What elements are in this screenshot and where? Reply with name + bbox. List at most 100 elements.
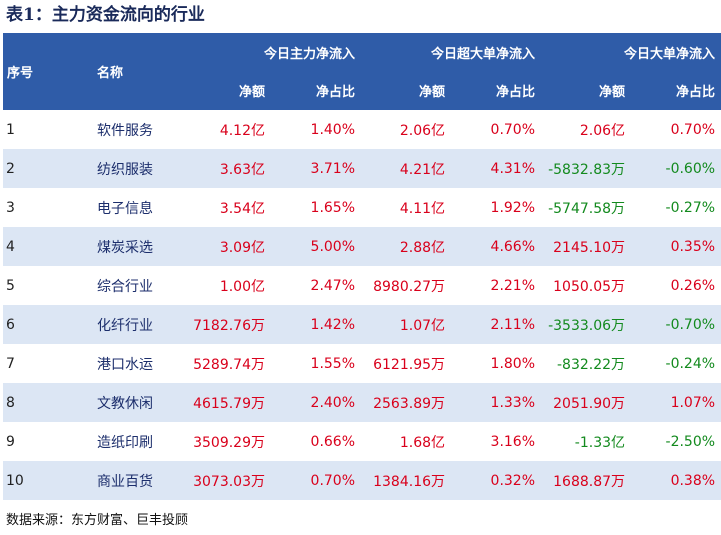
fund-flow-table: 序号 名称 今日主力净流入 今日超大单净流入 今日大单净流入 净额 净占比 净额… bbox=[3, 33, 721, 500]
table-row: 10 商业百货 3073.03万 0.70% 1384.16万 0.32% 1688.87万… bbox=[3, 461, 721, 500]
table-row: 7 港口水运 5289.74万 1.55% 6121.95万 1.80% -832.22万 -… bbox=[3, 344, 721, 383]
super-net-ratio-cell: 4.31% bbox=[451, 149, 542, 188]
large-net-amount-cell: 2145.10万 bbox=[541, 227, 632, 266]
header-name: 名称 bbox=[79, 33, 179, 110]
industry-name-cell: 煤炭采选 bbox=[79, 227, 179, 266]
main-net-amount-cell: 4615.79万 bbox=[179, 383, 271, 422]
super-net-amount-cell: 2.06亿 bbox=[399, 122, 446, 139]
row-index-cell: 5 bbox=[6, 277, 15, 294]
row-index-cell: 4 bbox=[3, 227, 79, 266]
industry-name-cell: 电子信息 bbox=[97, 200, 153, 217]
header-large-net-ratio: 净占比 bbox=[631, 71, 721, 110]
table-row: 2 纺织服装 3.63亿 3.71% 4.21亿 4.31% -5832.83万 -0.60% bbox=[3, 149, 721, 188]
super-net-amount-cell: 8980.27万 bbox=[373, 278, 446, 295]
large-net-ratio-cell: 0.35% bbox=[631, 227, 721, 266]
main-net-amount-cell: 7182.76万 bbox=[179, 305, 271, 344]
large-net-amount-cell: -832.22万 bbox=[556, 356, 626, 373]
large-net-amount-cell: -5832.83万 bbox=[541, 149, 632, 188]
large-net-ratio-cell: -0.24% bbox=[665, 355, 716, 372]
row-index-cell: 3 bbox=[6, 199, 15, 216]
table-row: 3 电子信息 3.54亿 1.65% 4.11亿 1.92% -5747.58万 -0.27% bbox=[3, 188, 721, 227]
data-source-note: 数据来源：东方财富、巨丰投顾 bbox=[6, 513, 189, 528]
main-net-ratio-cell: 0.66% bbox=[310, 433, 356, 450]
table-row: 4 煤炭采选 3.09亿 5.00% 2.88亿 4.66% 2145.10万 0.35% bbox=[3, 227, 721, 266]
super-net-ratio-cell: 2.11% bbox=[451, 305, 542, 344]
large-net-ratio-cell: -2.50% bbox=[665, 433, 716, 450]
table-row: 9 造纸印刷 3509.29万 0.66% 1.68亿 3.16% -1.33亿 -2.50% bbox=[3, 422, 721, 461]
row-index-cell: 9 bbox=[6, 433, 15, 450]
row-index-cell: 7 bbox=[6, 355, 15, 372]
super-net-ratio-cell: 2.21% bbox=[490, 277, 536, 294]
industry-name-cell: 造纸印刷 bbox=[97, 434, 153, 451]
main-net-ratio-cell: 5.00% bbox=[271, 227, 362, 266]
main-net-ratio-cell: 2.47% bbox=[310, 277, 356, 294]
large-net-ratio-cell: -0.27% bbox=[665, 199, 716, 216]
super-net-ratio-cell: 3.16% bbox=[490, 433, 536, 450]
main-net-ratio-cell: 1.55% bbox=[310, 355, 356, 372]
row-index-cell: 10 bbox=[3, 461, 79, 500]
main-net-ratio-cell: 2.40% bbox=[271, 383, 362, 422]
main-net-ratio-cell: 1.42% bbox=[271, 305, 362, 344]
header-group-large: 今日大单净流入 bbox=[541, 33, 721, 71]
super-net-ratio-cell: 0.70% bbox=[490, 121, 536, 138]
header-large-net-amount: 净额 bbox=[541, 71, 632, 110]
large-net-amount-cell: 2.06亿 bbox=[579, 122, 626, 139]
super-net-amount-cell: 4.21亿 bbox=[361, 149, 452, 188]
super-net-ratio-cell: 1.80% bbox=[490, 355, 536, 372]
header-main-net-amount: 净额 bbox=[179, 71, 271, 110]
industry-name-cell: 软件服务 bbox=[97, 122, 153, 139]
large-net-ratio-cell: 1.07% bbox=[631, 383, 721, 422]
super-net-ratio-cell: 4.66% bbox=[451, 227, 542, 266]
header-super-net-amount: 净额 bbox=[361, 71, 452, 110]
row-index-cell: 1 bbox=[6, 121, 15, 138]
super-net-amount-cell: 1384.16万 bbox=[361, 461, 452, 500]
table-header: 序号 名称 今日主力净流入 今日超大单净流入 今日大单净流入 净额 净占比 净额… bbox=[3, 33, 721, 110]
super-net-ratio-cell: 0.32% bbox=[451, 461, 542, 500]
row-index-cell: 2 bbox=[3, 149, 79, 188]
table-row: 5 综合行业 1.00亿 2.47% 8980.27万 2.21% 1050.05万 0.26… bbox=[3, 266, 721, 305]
super-net-amount-cell: 2.88亿 bbox=[361, 227, 452, 266]
main-net-ratio-cell: 3.71% bbox=[271, 149, 362, 188]
large-net-ratio-cell: -0.60% bbox=[631, 149, 721, 188]
large-net-amount-cell: 1050.05万 bbox=[553, 278, 626, 295]
large-net-amount-cell: -3533.06万 bbox=[541, 305, 632, 344]
super-net-amount-cell: 6121.95万 bbox=[373, 356, 446, 373]
main-net-amount-cell: 3.54亿 bbox=[219, 200, 265, 217]
main-net-ratio-cell: 1.65% bbox=[310, 199, 356, 216]
main-net-ratio-cell: 0.70% bbox=[271, 461, 362, 500]
large-net-ratio-cell: -0.70% bbox=[631, 305, 721, 344]
main-net-amount-cell: 3073.03万 bbox=[179, 461, 271, 500]
header-seq: 序号 bbox=[3, 33, 79, 110]
header-super-net-ratio: 净占比 bbox=[451, 71, 542, 110]
super-net-amount-cell: 2563.89万 bbox=[361, 383, 452, 422]
super-net-ratio-cell: 1.92% bbox=[490, 199, 536, 216]
main-net-amount-cell: 4.12亿 bbox=[219, 122, 265, 139]
industry-name-cell: 文教休闲 bbox=[79, 383, 179, 422]
header-group-main: 今日主力净流入 bbox=[179, 33, 362, 71]
industry-name-cell: 港口水运 bbox=[97, 356, 153, 373]
large-net-amount-cell: 1688.87万 bbox=[541, 461, 632, 500]
table-title: 表1：主力资金流向的行业 bbox=[6, 5, 205, 25]
table-row: 1 软件服务 4.12亿 1.40% 2.06亿 0.70% 2.06亿 0.70% bbox=[3, 110, 721, 149]
super-net-amount-cell: 4.11亿 bbox=[399, 200, 446, 217]
large-net-ratio-cell: 0.26% bbox=[670, 277, 716, 294]
table-row: 8 文教休闲 4615.79万 2.40% 2563.89万 1.33% 2051.90万 1… bbox=[3, 383, 721, 422]
table-body: 1 软件服务 4.12亿 1.40% 2.06亿 0.70% 2.06亿 0.70% 2 纺织服装… bbox=[3, 110, 721, 500]
super-net-amount-cell: 1.07亿 bbox=[361, 305, 452, 344]
super-net-ratio-cell: 1.33% bbox=[451, 383, 542, 422]
industry-name-cell: 化纤行业 bbox=[79, 305, 179, 344]
main-net-ratio-cell: 1.40% bbox=[310, 121, 356, 138]
large-net-amount-cell: -5747.58万 bbox=[548, 200, 626, 217]
large-net-amount-cell: 2051.90万 bbox=[541, 383, 632, 422]
large-net-ratio-cell: 0.70% bbox=[670, 121, 716, 138]
large-net-ratio-cell: 0.38% bbox=[631, 461, 721, 500]
header-main-net-ratio: 净占比 bbox=[271, 71, 362, 110]
row-index-cell: 6 bbox=[3, 305, 79, 344]
main-net-amount-cell: 3.63亿 bbox=[179, 149, 271, 188]
industry-name-cell: 纺织服装 bbox=[79, 149, 179, 188]
industry-name-cell: 商业百货 bbox=[79, 461, 179, 500]
main-net-amount-cell: 1.00亿 bbox=[219, 278, 265, 295]
header-group-super: 今日超大单净流入 bbox=[361, 33, 542, 71]
table-row: 6 化纤行业 7182.76万 1.42% 1.07亿 2.11% -3533.06万 -0.… bbox=[3, 305, 721, 344]
main-net-amount-cell: 5289.74万 bbox=[193, 356, 265, 373]
